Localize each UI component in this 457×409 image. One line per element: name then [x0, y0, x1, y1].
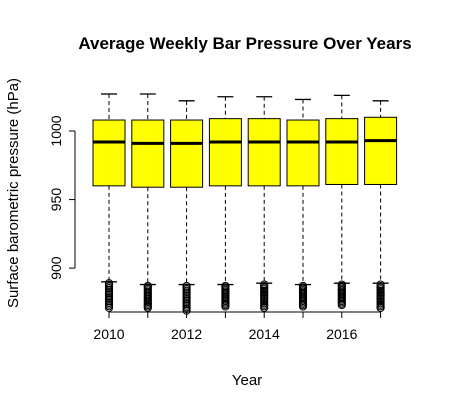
outlier-point: [143, 281, 152, 291]
y-tick-label: 900: [48, 256, 64, 280]
outlier-point: [337, 280, 346, 289]
outlier-point: [221, 281, 230, 291]
box-iqr: [170, 119, 204, 188]
outlier-point: [104, 279, 114, 288]
box-iqr: [208, 118, 242, 187]
box-iqr: [92, 119, 126, 187]
outlier-point: [376, 280, 385, 289]
x-tick-label: 2016: [326, 326, 357, 342]
chart-title: Average Weekly Bar Pressure Over Years: [78, 34, 411, 53]
y-tick-label: 950: [48, 188, 64, 212]
y-axis-label: Surface barometric pressure (hPa): [5, 78, 22, 308]
x-tick-label: 2010: [93, 326, 124, 342]
outlier-point: [260, 280, 269, 289]
box-iqr: [364, 116, 398, 185]
x-axis-label: Year: [232, 372, 262, 389]
box-iqr: [325, 118, 359, 185]
box-iqr: [286, 119, 320, 187]
outlier-point: [182, 281, 191, 291]
x-tick-label: 2014: [249, 326, 280, 342]
y-tick-label: 1000: [48, 115, 64, 146]
outlier-point: [298, 281, 308, 291]
plot-area: 900 950 1000 2010 2012 2014 2016: [48, 93, 398, 342]
box-iqr: [247, 118, 281, 187]
x-tick-label: 2012: [171, 326, 202, 342]
box-iqr: [131, 119, 165, 188]
